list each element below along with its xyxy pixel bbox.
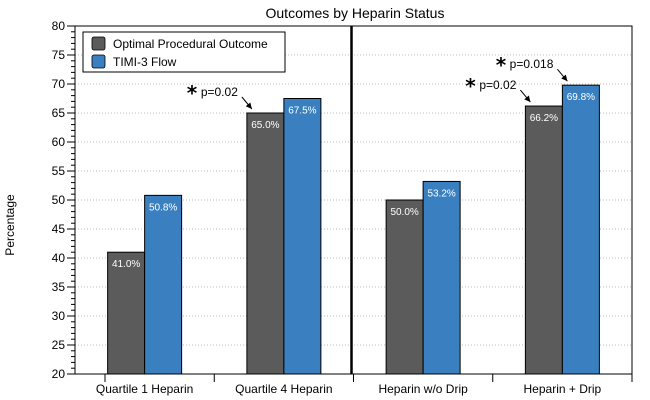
annotations: p=0.02* p=0.02*p=0.018* (187, 53, 568, 110)
data-label: 66.2% (530, 113, 558, 124)
data-label: 69.8% (567, 92, 595, 103)
y-tick-label: 45 (52, 222, 66, 236)
y-axis-label: Percentage (3, 194, 17, 256)
category-label: Heparin w/o Drip (378, 382, 468, 396)
bar (107, 251, 146, 375)
y-tick-label: 65 (52, 106, 66, 120)
y-tick-label: 70 (52, 77, 66, 91)
y-tick-label: 75 (52, 48, 66, 62)
legend-swatch (91, 36, 106, 51)
bar (144, 194, 183, 375)
data-label: 67.5% (288, 106, 316, 117)
x-categories: Quartile 1 Heparin Quartile 4 Heparin Hepa… (96, 374, 633, 396)
legend: Optimal Procedural Outcome TIMI-3 Flow (82, 31, 286, 73)
y-tick-label: 60 (52, 135, 66, 149)
legend-swatch (91, 54, 106, 69)
y-tick-label: 25 (52, 338, 66, 352)
annotation-arrowhead (245, 102, 252, 109)
annotation-arrowhead (561, 74, 568, 82)
legend-box (82, 31, 286, 73)
bar (422, 180, 461, 375)
category-label: Heparin + Drip (524, 382, 602, 396)
data-label: 50.0% (390, 207, 418, 218)
annotation-star: * (187, 81, 198, 105)
y-tick-label: 20 (52, 367, 66, 381)
bar (524, 105, 563, 375)
bar (561, 84, 600, 375)
annotation-star: * (465, 74, 476, 98)
legend-label: Optimal Procedural Outcome (113, 37, 268, 51)
y-ticks: 20 25 30 35 40 45 50 55 60 65 70 75 80 (52, 19, 75, 381)
annotation-arrowhead (524, 95, 531, 103)
y-tick-label: 80 (52, 19, 66, 33)
bar (283, 98, 322, 375)
data-label: 65.0% (251, 120, 279, 131)
bars: 41.0% 65.0% 50.0% 66.2% 50.8% 67.5% 53.2% 69.8% (107, 84, 600, 375)
annotation-pvalue: p=0.02 (479, 78, 516, 92)
data-label: 53.2% (427, 188, 455, 199)
y-tick-label: 55 (52, 164, 66, 178)
annotation-star: * (496, 53, 507, 77)
y-tick-label: 35 (52, 280, 66, 294)
data-label: 41.0% (112, 259, 140, 270)
category-label: Quartile 4 Heparin (235, 382, 332, 396)
bar (246, 112, 285, 375)
category-label: Quartile 1 Heparin (96, 382, 193, 396)
annotation-pvalue: p=0.018 (510, 57, 554, 71)
y-tick-label: 40 (52, 251, 66, 265)
chart-title: Outcomes by Heparin Status (266, 5, 445, 21)
legend-label: TIMI-3 Flow (113, 55, 177, 69)
y-tick-label: 30 (52, 309, 66, 323)
bar (385, 199, 424, 375)
y-tick-label: 50 (52, 193, 66, 207)
annotation-pvalue: p=0.02 (201, 85, 238, 99)
data-label: 50.8% (149, 202, 177, 213)
